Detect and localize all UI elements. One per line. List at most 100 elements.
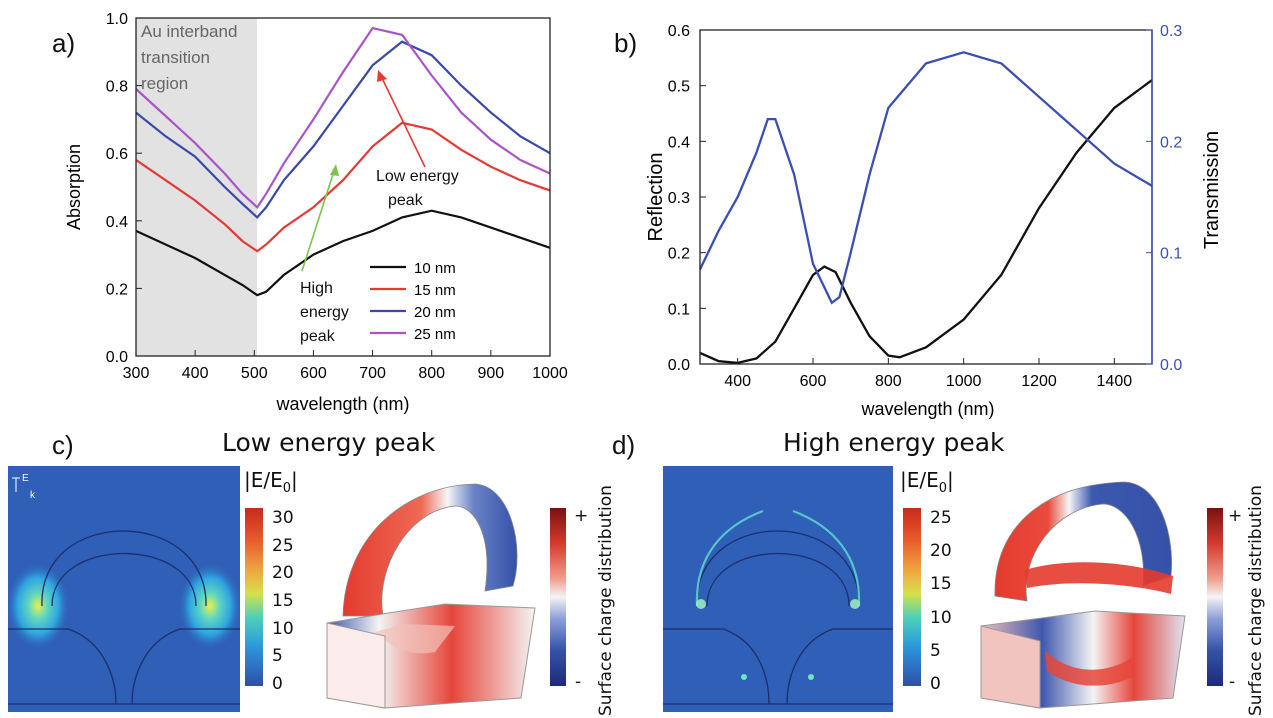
legend-label: 15 nm	[414, 282, 456, 299]
panel-label-d: d)	[612, 430, 636, 460]
x-tick-label: 600	[300, 365, 327, 382]
series-line-1	[135, 121, 551, 253]
charge-plus-low: +	[574, 506, 589, 526]
x-tick-label: 500	[241, 365, 268, 382]
charge-label-high: Surface charge distribution	[1246, 485, 1266, 716]
plot-frame	[135, 17, 551, 357]
charge-minus-high: -	[1229, 672, 1236, 692]
shaded-label-line: Au interband	[141, 22, 237, 41]
panel-c-title: Low energy peak	[222, 428, 436, 457]
high-energy-arrow	[301, 170, 335, 272]
annotation-line: Low energy	[376, 168, 459, 185]
absorption-chart: Au interband transition region 300 400 500 60…	[64, 11, 568, 414]
hotspot-gap-right	[808, 674, 814, 680]
series-line-3	[135, 26, 551, 209]
annotation-line: peak	[388, 192, 424, 209]
colorbar-tick-label: 15	[272, 591, 294, 611]
annotation-line: High	[300, 280, 333, 297]
hotspot-gap-left	[741, 674, 747, 680]
shaded-label-line: transition	[141, 48, 210, 67]
x-tick-label: 400	[182, 365, 209, 382]
interband-region-label: Au interband transition region	[141, 22, 237, 93]
colorbar-high	[903, 508, 921, 686]
x-tick-label: 1000	[532, 365, 568, 382]
series-line-2	[135, 40, 551, 219]
charge-plus-high: +	[1228, 506, 1243, 526]
colorbar-tick-label: 20	[272, 563, 294, 584]
shaded-label-line: region	[141, 74, 188, 93]
colorbar-label-high: |E/E0|	[900, 468, 954, 496]
colorbar-tick-label: 5	[930, 640, 941, 661]
charge-label-low: Surface charge distribution	[596, 485, 616, 716]
high-energy-peak-label: High energy peak	[300, 280, 349, 345]
y2-tick-label: 0.3	[1160, 23, 1182, 40]
y2-tick-label: 0.0	[1160, 357, 1182, 374]
y-tick-label: 0.1	[668, 301, 690, 318]
colorbar-tick-label: 0	[930, 674, 941, 694]
y-tick-label: 0.8	[106, 79, 128, 96]
y-tick-label: 0.6	[106, 146, 128, 163]
y-tick-label: 1.0	[106, 11, 128, 28]
x-tick-label: 1200	[1021, 373, 1057, 390]
y-tick-label: 0.0	[106, 349, 128, 366]
hotspot-left	[8, 562, 70, 650]
colorbar-tick-label: 25	[272, 535, 294, 556]
legend-label: 10 nm	[414, 260, 456, 277]
y-tick-label: 0.4	[106, 214, 128, 231]
x-tick-label: 300	[123, 365, 150, 382]
x-tick-label: 800	[875, 373, 902, 390]
series-line-0	[135, 209, 551, 297]
low-energy-peak-label: Low energy peak	[376, 168, 459, 209]
series-line-1	[698, 51, 1153, 305]
low-energy-arrowhead	[377, 70, 387, 82]
y-tick-label: 0.4	[668, 134, 690, 151]
y-axis-label: Absorption	[64, 144, 84, 230]
x-tick-label: 400	[724, 373, 751, 390]
y-tick-label: 0.5	[668, 79, 690, 96]
legend-label: 25 nm	[414, 326, 456, 343]
charge-distribution-low	[326, 483, 536, 709]
colorbar-tick-label: 20	[930, 541, 952, 562]
colorbar-tick-label: 5	[272, 646, 283, 667]
x-tick-label: 700	[359, 365, 386, 382]
colorbar-tick-label: 15	[930, 574, 952, 595]
colorbar-tick-label: 0	[272, 674, 283, 694]
colorbar-low	[245, 508, 263, 686]
panel-d-title: High energy peak	[783, 428, 1005, 457]
colorbar-tick-label: 10	[930, 607, 952, 628]
plot-frame	[699, 29, 1153, 365]
y-tick-label: 0.2	[106, 281, 128, 298]
y2-axis-label: Transmission	[1201, 131, 1223, 249]
y-tick-label: 0.6	[668, 23, 690, 40]
k-axis-marker: k	[30, 490, 36, 501]
field-map-low-energy: E k	[8, 466, 240, 712]
annotation-line: peak	[300, 328, 336, 345]
panel-label-a: a)	[52, 28, 76, 58]
x-tick-label: 900	[478, 365, 505, 382]
panel-label-b: b)	[614, 28, 638, 58]
charge-colorbar-low	[550, 508, 566, 686]
hotspot-left	[696, 599, 706, 609]
x-tick-label: 1000	[946, 373, 982, 390]
legend: 10 nm 15 nm 20 nm 25 nm	[370, 260, 456, 343]
x-tick-label: 800	[418, 365, 445, 382]
colorbar-ticks-high: 25 20 15 10 5 0	[930, 508, 970, 694]
hotspot-right	[178, 562, 240, 650]
hotspot-right	[850, 599, 860, 609]
y2-tick-label: 0.2	[1160, 134, 1182, 151]
y-tick-label: 0.0	[668, 357, 690, 374]
colorbar-tick-label: 10	[272, 618, 294, 639]
annotation-line: energy	[300, 304, 349, 321]
x-tick-label: 1400	[1097, 373, 1133, 390]
colorbar-label-low: |E/E0|	[244, 468, 298, 496]
legend-label: 20 nm	[414, 304, 456, 321]
series-line-0	[699, 79, 1153, 365]
high-energy-arrowhead	[330, 164, 339, 176]
panel-label-c: c)	[52, 430, 74, 460]
charge-distribution-high	[980, 481, 1186, 709]
e-axis-marker: E	[22, 473, 29, 484]
charge-minus-low: -	[575, 672, 582, 692]
x-axis-label: wavelength (nm)	[275, 394, 409, 414]
interband-shaded-region	[136, 18, 257, 356]
low-energy-arrow	[380, 75, 426, 168]
